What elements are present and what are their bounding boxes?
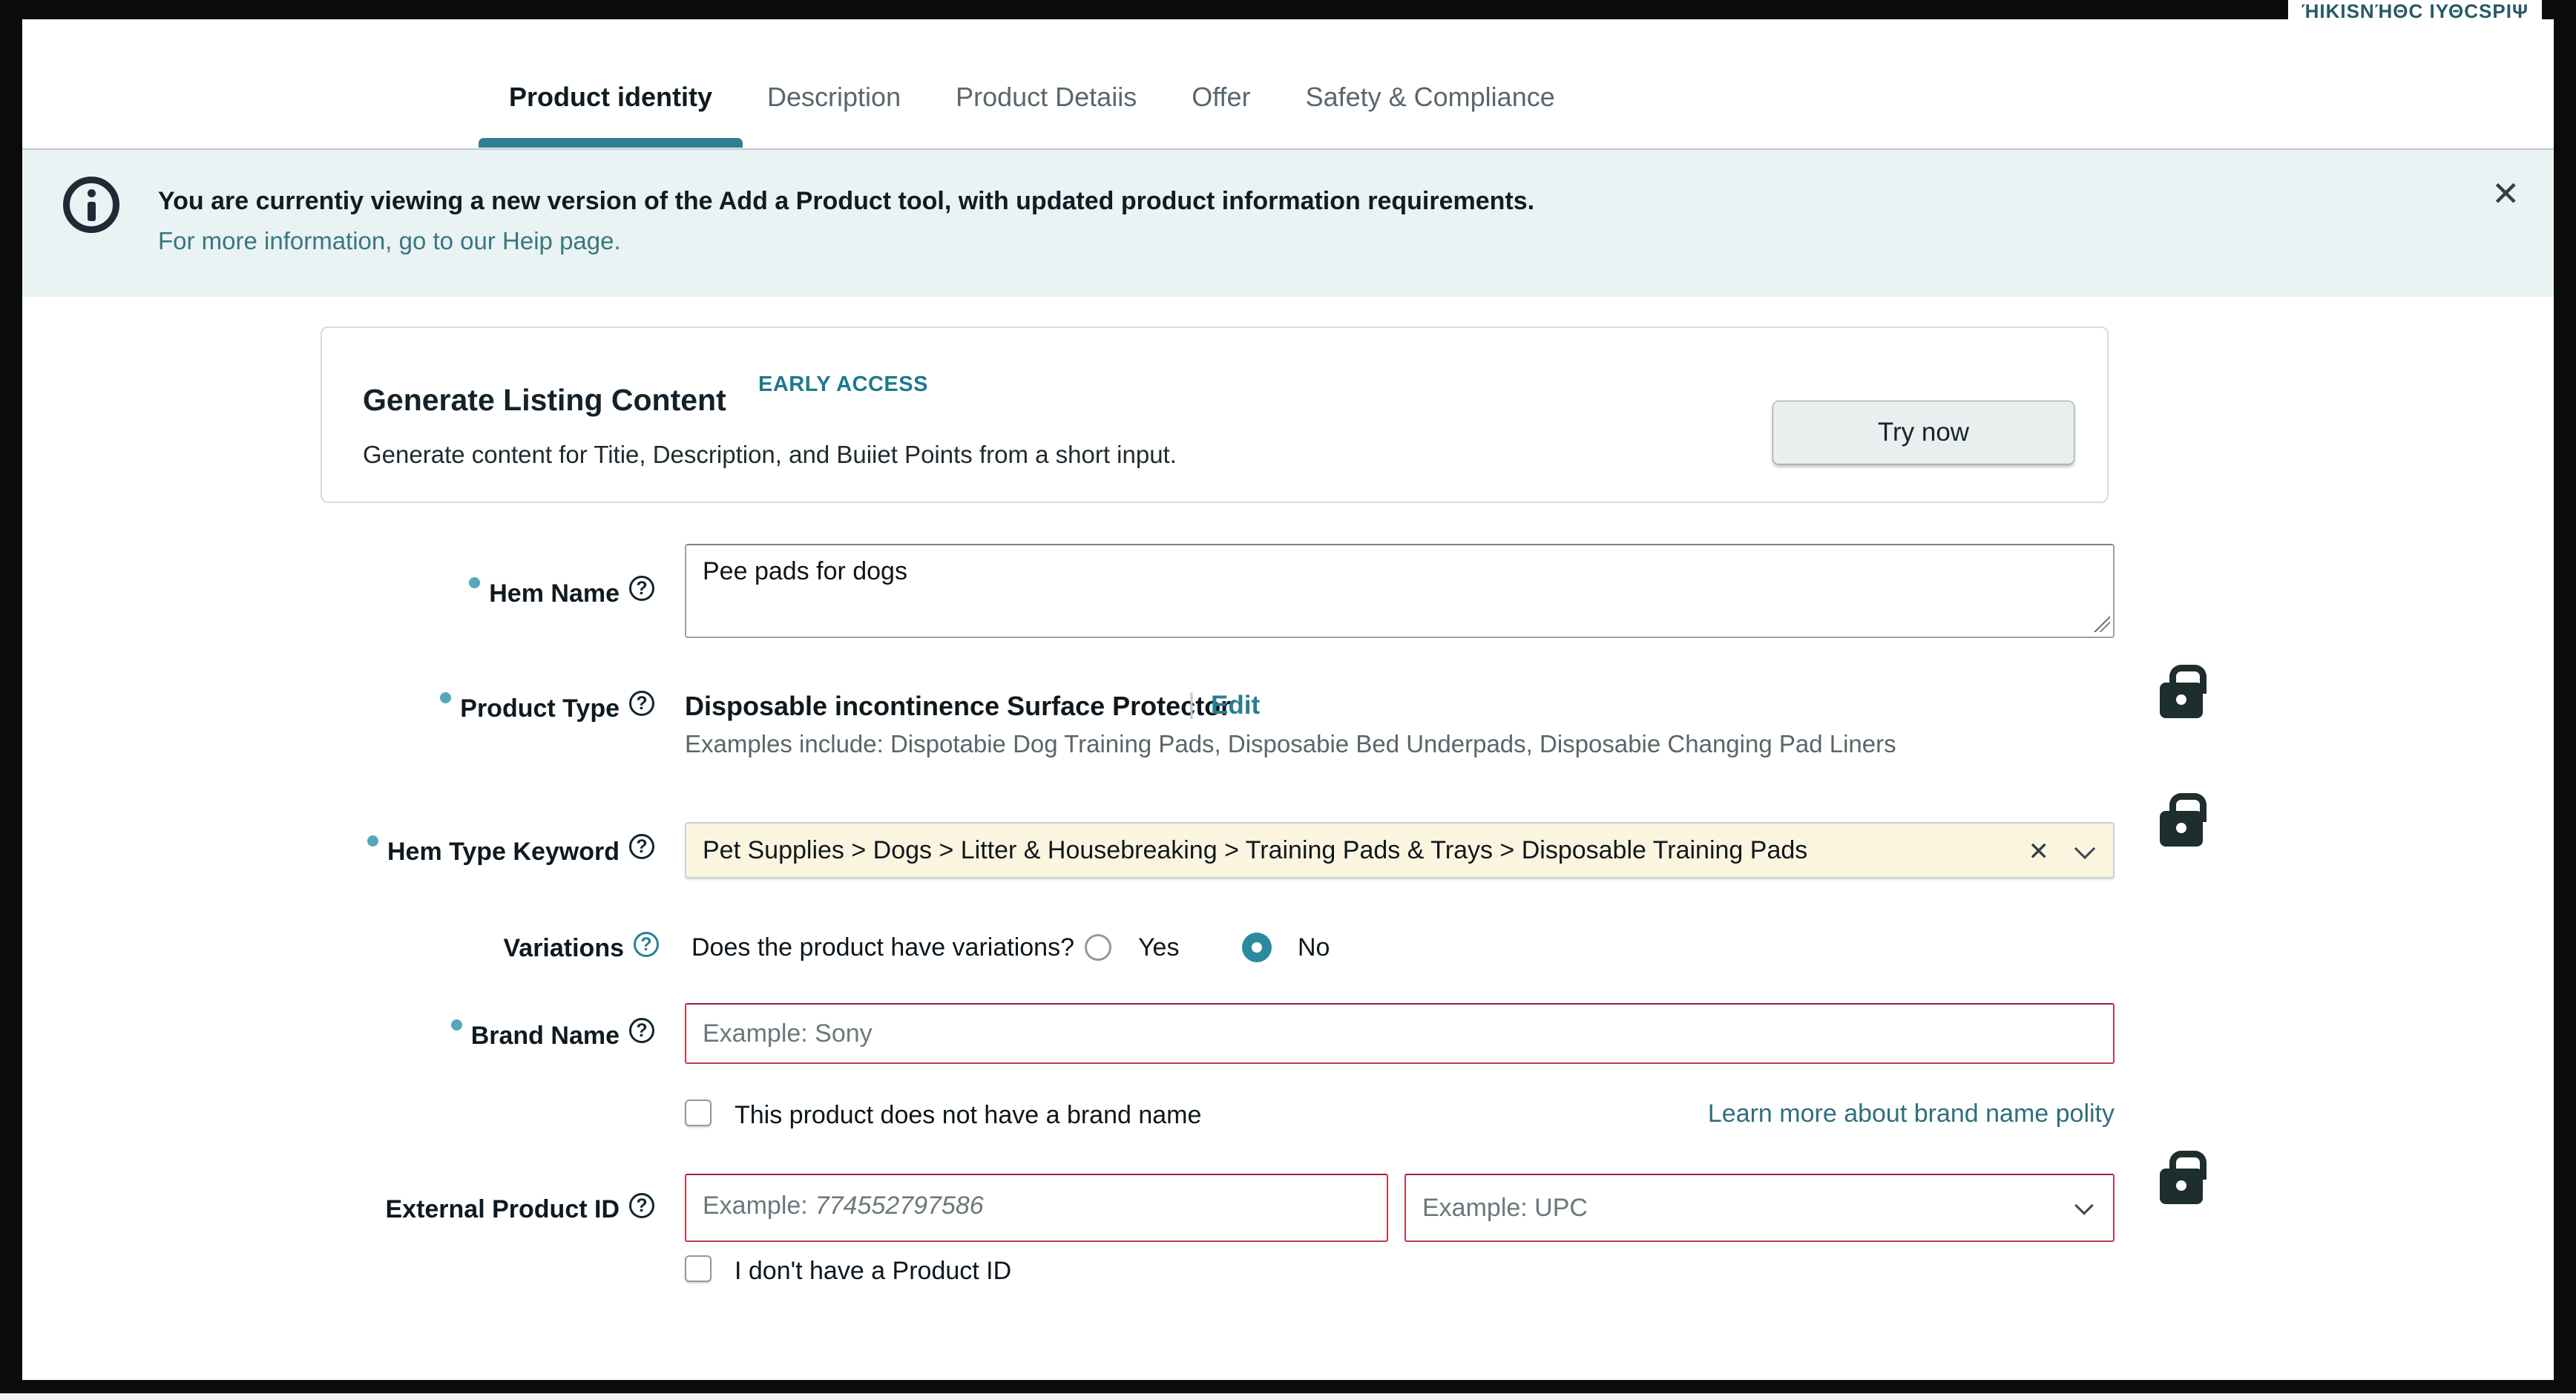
item-type-keyword-value: Pet Supplies > Dogs > Litter & Housebrea… <box>703 835 1808 864</box>
product-type-edit-link[interactable]: Edit <box>1211 691 1261 720</box>
tab-product-identity[interactable]: Product identity <box>509 82 713 112</box>
variations-radio-no[interactable] <box>1242 933 1272 962</box>
item-name-label: Hem Name <box>22 577 620 608</box>
brand-name-policy-link[interactable]: Learn more about brand name polity <box>1707 1100 2115 1128</box>
product-type-value: Disposable incontinence Surface Protecto… <box>685 691 1232 721</box>
watermark-text: ΉΙΚΙЅΝΉΘϹ ΙΥΘϹЅΡΙΨ <box>2287 0 2542 22</box>
banner-message: You are currentiy viewing a new version … <box>158 187 1535 215</box>
item-type-keyword-label: Hem Type Keyword <box>22 835 620 867</box>
required-dot <box>450 1019 462 1031</box>
chevron-down-icon[interactable] <box>2074 838 2096 860</box>
required-dot <box>440 692 452 703</box>
info-icon <box>63 177 119 233</box>
bottom-strip <box>0 1393 2576 1400</box>
tab-bar: Product identity Description Product Det… <box>509 82 1555 113</box>
external-product-id-input[interactable] <box>685 1174 1388 1242</box>
external-product-id-label: External Product ID <box>385 1195 620 1223</box>
info-banner: You are currentiy viewing a new version … <box>22 148 2554 297</box>
variations-help-icon[interactable]: ? <box>634 932 659 957</box>
tab-offer[interactable]: Offer <box>1192 82 1251 112</box>
item-type-keyword-help-icon[interactable]: ? <box>629 834 654 859</box>
no-product-id-checkbox[interactable] <box>685 1255 712 1282</box>
external-product-id-type-select[interactable]: Example: UPC <box>1404 1174 2115 1242</box>
lock-icon <box>2160 1151 2207 1204</box>
banner-help-link[interactable]: For more information, go to our Heip pag… <box>158 227 621 254</box>
external-product-id-type-value: Example: UPC <box>1422 1193 1588 1222</box>
card-description: Generate content for Titie, Description,… <box>363 441 1177 468</box>
no-brand-checkbox[interactable] <box>685 1100 712 1126</box>
required-dot <box>367 835 378 847</box>
item-name-field-wrap: Pee pads for dogs <box>685 544 2115 638</box>
divider: | <box>1188 689 1195 720</box>
external-product-id-help-icon[interactable]: ? <box>629 1193 654 1218</box>
generate-listing-card: Generate Listing Content EARLY ACCESS Ge… <box>321 326 2109 503</box>
item-name-help-icon[interactable]: ? <box>629 576 654 601</box>
variations-radio-yes[interactable] <box>1085 934 1111 961</box>
item-name-input[interactable]: Pee pads for dogs <box>685 544 2115 638</box>
product-type-help-icon[interactable]: ? <box>629 691 654 716</box>
brand-name-input[interactable] <box>685 1003 2115 1064</box>
brand-name-help-icon[interactable]: ? <box>629 1018 654 1043</box>
lock-icon <box>2160 793 2207 847</box>
item-type-keyword-dropdown[interactable]: Pet Supplies > Dogs > Litter & Housebrea… <box>685 822 2115 878</box>
active-tab-indicator <box>479 138 743 148</box>
card-title: Generate Listing Content <box>363 383 726 417</box>
required-dot <box>469 577 481 588</box>
variations-radio-no-label[interactable]: No <box>1298 933 1330 962</box>
tab-product-details[interactable]: Product Detaiis <box>956 82 1137 112</box>
lock-icon <box>2160 665 2207 718</box>
try-now-button[interactable]: Try now <box>1772 401 2074 464</box>
no-product-id-checkbox-label[interactable]: I don't have a Product ID <box>735 1257 1012 1285</box>
variations-question: Does the product have variations? <box>691 933 1074 962</box>
no-brand-checkbox-label[interactable]: This product does not have a brand name <box>735 1101 1202 1129</box>
product-type-label: Product Type <box>22 692 620 723</box>
chevron-down-icon[interactable] <box>2074 1196 2094 1215</box>
product-type-examples: Examples include: Dispotabie Dog Trainin… <box>685 730 1896 757</box>
early-access-badge: EARLY ACCESS <box>758 372 928 396</box>
tab-safety-compliance[interactable]: Safety & Compliance <box>1305 82 1555 112</box>
clear-icon[interactable]: ✕ <box>2028 838 2050 866</box>
add-product-page: Product identity Description Product Det… <box>22 19 2554 1380</box>
variations-label: Variations <box>503 934 624 962</box>
close-icon[interactable]: ✕ <box>2491 174 2520 213</box>
brand-name-label: Brand Name <box>22 1019 620 1051</box>
tab-description[interactable]: Description <box>767 82 901 112</box>
variations-radio-yes-label[interactable]: Yes <box>1138 933 1180 962</box>
